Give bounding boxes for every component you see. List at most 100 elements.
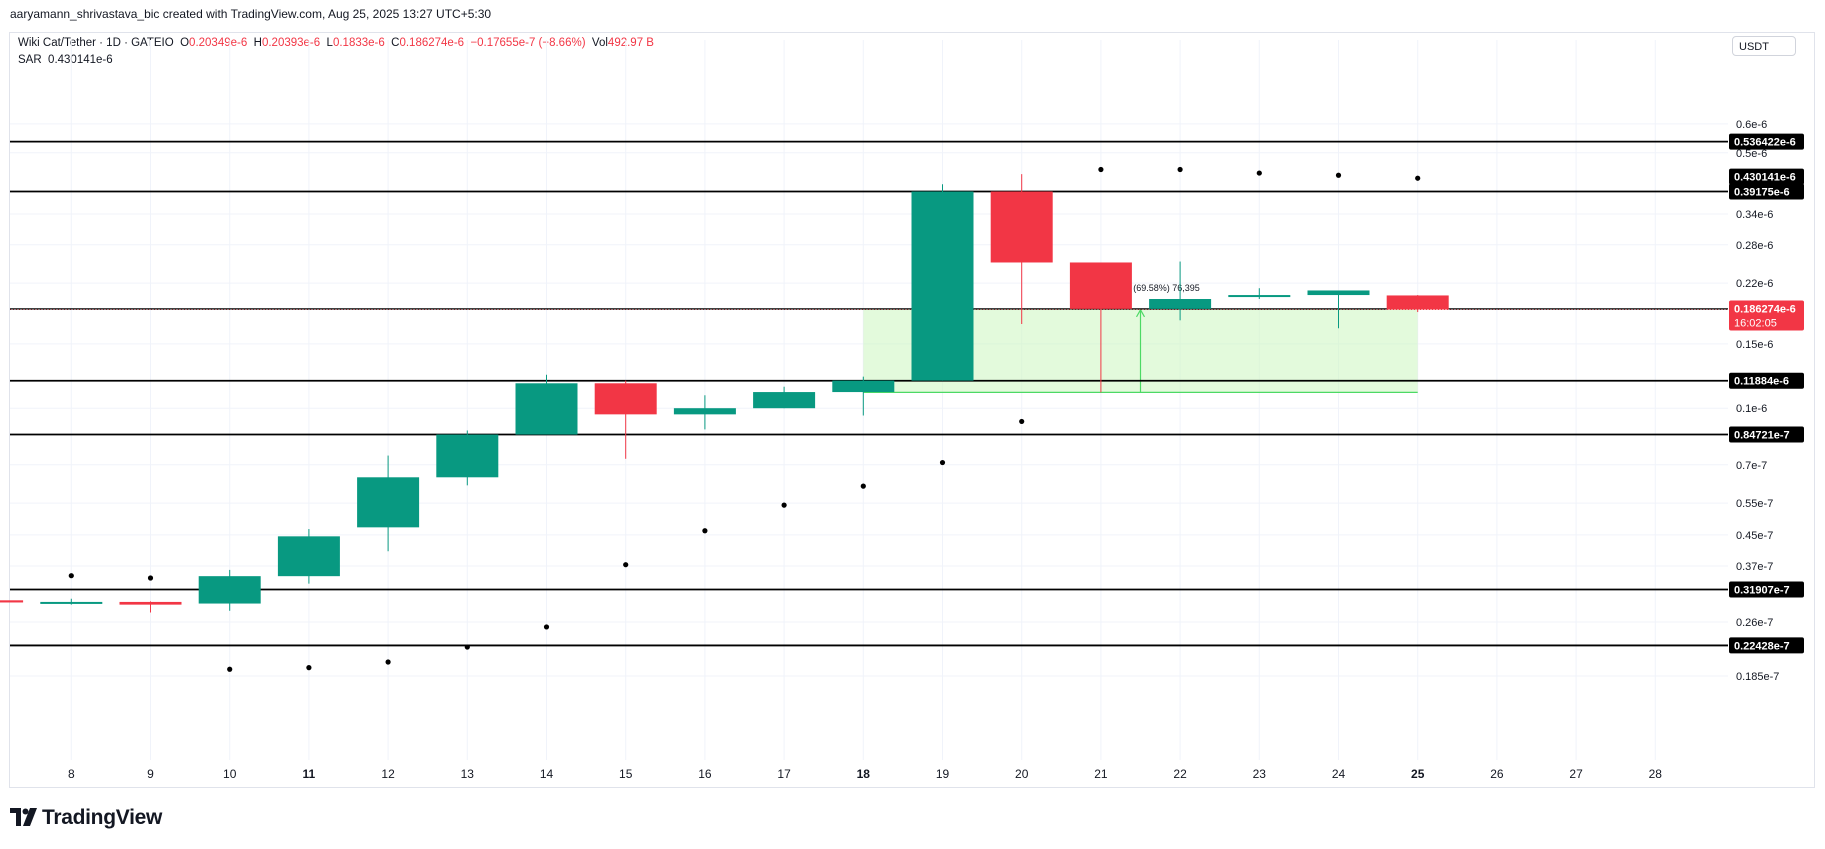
price-tag-label: 0.22428e-7: [1734, 640, 1790, 652]
x-tick-label: 21: [1094, 767, 1108, 781]
y-tick-label: 0.15e-6: [1736, 339, 1773, 351]
candle[interactable]: [436, 430, 499, 486]
sar-dot: [147, 575, 154, 581]
y-tick-label: 0.37e-7: [1736, 561, 1773, 573]
price-tag-background: [1729, 183, 1804, 200]
candle[interactable]: [1228, 288, 1291, 299]
price-range-arrow-head: [1135, 308, 1146, 318]
candle-body: [0, 600, 24, 603]
y-axis[interactable]: 0.6e-6 0.5e-6 0.34e-6 0.28e-6 0.22e-6 0.15e-6…: [1736, 119, 1779, 683]
horizontal-levels: [10, 140, 1728, 647]
x-axis[interactable]: 8 9 10 11 12 13 14 15 16 17 18 19 20 21 22 23 24 25 26 27 28: [68, 767, 1662, 781]
candle[interactable]: [1386, 295, 1449, 313]
tradingview-logo: TradingView: [10, 806, 162, 830]
close-value: 0.186274e-6: [399, 37, 465, 49]
y-tick-label: 0.185e-7: [1736, 671, 1779, 683]
symbol-label[interactable]: Wiki Cat/Tether · 1D · GATEIO: [18, 37, 174, 49]
candle[interactable]: [832, 376, 895, 416]
sar-label: SAR: [18, 54, 42, 66]
sar-dot: [227, 666, 233, 672]
x-tick-label: 26: [1490, 767, 1504, 781]
candle[interactable]: [1149, 261, 1212, 321]
x-tick-label: 20: [1015, 767, 1029, 781]
price-tag-label: 0.11884e-6: [1734, 376, 1789, 388]
candle[interactable]: [753, 386, 816, 409]
sar-dot: [1019, 418, 1025, 425]
x-tick-label: 23: [1253, 767, 1267, 781]
x-tick-label: 11: [303, 767, 316, 781]
candle-body: [1149, 298, 1212, 309]
candle-body: [515, 383, 578, 435]
price-tag[interactable]: 0.39175e-6: [1729, 183, 1804, 200]
x-tick-label: 16: [698, 767, 712, 781]
candle-body: [753, 392, 816, 409]
candle[interactable]: [1307, 290, 1370, 329]
price-tag[interactable]: 0.186274e-6 16:02:05: [1729, 300, 1804, 331]
sar-dot: [543, 624, 550, 630]
price-tag-background: [1729, 133, 1804, 150]
candle-body: [357, 477, 420, 528]
price-tag-label: 0.536422e-6: [1734, 137, 1796, 149]
candle[interactable]: [673, 395, 736, 430]
x-tick-label: 8: [68, 767, 75, 781]
x-tick-label: 14: [540, 767, 554, 781]
price-tag[interactable]: 0.536422e-6: [1729, 133, 1804, 150]
x-tick-label: 12: [381, 767, 395, 781]
candle[interactable]: [277, 529, 340, 584]
y-tick-label: 0.26e-7: [1736, 617, 1773, 629]
price-tag[interactable]: 0.11884e-6: [1729, 372, 1804, 389]
y-tick-label: 0.45e-7: [1736, 530, 1773, 542]
candle[interactable]: [357, 455, 420, 552]
price-tag[interactable]: 0.84721e-7: [1729, 426, 1804, 443]
candle[interactable]: [990, 174, 1053, 324]
chart-frame: [9, 32, 1815, 788]
price-tag-background: [1729, 372, 1804, 389]
grid: [10, 40, 1728, 760]
candle[interactable]: [40, 598, 103, 605]
price-tag-background: [1729, 168, 1804, 185]
ohlc-row: Wiki Cat/Tether · 1D · GATEIO O0.20349e-…: [18, 35, 654, 52]
candle-body: [1069, 262, 1132, 309]
y-tick-label: 0.5e-6: [1736, 148, 1767, 160]
high-label: H: [253, 37, 262, 49]
sar-dot: [781, 502, 787, 508]
price-tag-background: [1729, 581, 1804, 598]
candle[interactable]: [1069, 262, 1132, 393]
candle[interactable]: [594, 380, 657, 459]
candle-body: [990, 191, 1053, 263]
close-label: C: [391, 37, 400, 49]
price-tag-label: 0.430141e-6: [1734, 172, 1796, 184]
x-tick-label: 19: [936, 767, 950, 781]
candle-body: [198, 576, 261, 604]
sar-dot: [68, 573, 74, 579]
price-tag[interactable]: 0.31907e-7: [1729, 581, 1804, 598]
x-tick-label: 15: [619, 767, 633, 781]
candle[interactable]: [515, 374, 578, 435]
candle[interactable]: [198, 569, 261, 611]
currency-selector[interactable]: USDT: [1732, 36, 1796, 56]
chart-legend: Wiki Cat/Tether · 1D · GATEIO O0.20349e-…: [18, 35, 654, 69]
low-value: 0.1833e-6: [332, 37, 385, 49]
price-tag-background: [1729, 426, 1804, 443]
price-tag[interactable]: 0.430141e-6: [1729, 168, 1804, 185]
candle-body: [1386, 295, 1449, 310]
price-tags: 0.536422e-6 0.39175e-6 0.11884e-6 0.84721e-…: [1729, 133, 1804, 654]
candle[interactable]: [0, 600, 24, 603]
y-tick-label: 0.34e-6: [1736, 209, 1773, 221]
sar-dot: [1177, 166, 1183, 173]
price-range-label: 0.76395e-7 (69.58%) 76,395: [1085, 283, 1200, 293]
x-tick-label: 9: [147, 767, 154, 781]
volume-value: 492.97 B: [607, 37, 654, 49]
sar-row[interactable]: SAR 0.430141e-6: [18, 52, 654, 69]
x-tick-label: 17: [777, 767, 791, 781]
low-label: L: [326, 37, 333, 49]
candle-body: [40, 601, 103, 604]
price-tag-label: 0.84721e-7: [1734, 430, 1790, 442]
countdown-timer: 16:02:05: [1734, 317, 1777, 329]
candle[interactable]: [119, 601, 182, 613]
candle[interactable]: [911, 184, 974, 381]
candle-body: [119, 601, 182, 605]
price-tag[interactable]: 0.22428e-7: [1729, 637, 1804, 654]
candle-body: [277, 536, 340, 577]
